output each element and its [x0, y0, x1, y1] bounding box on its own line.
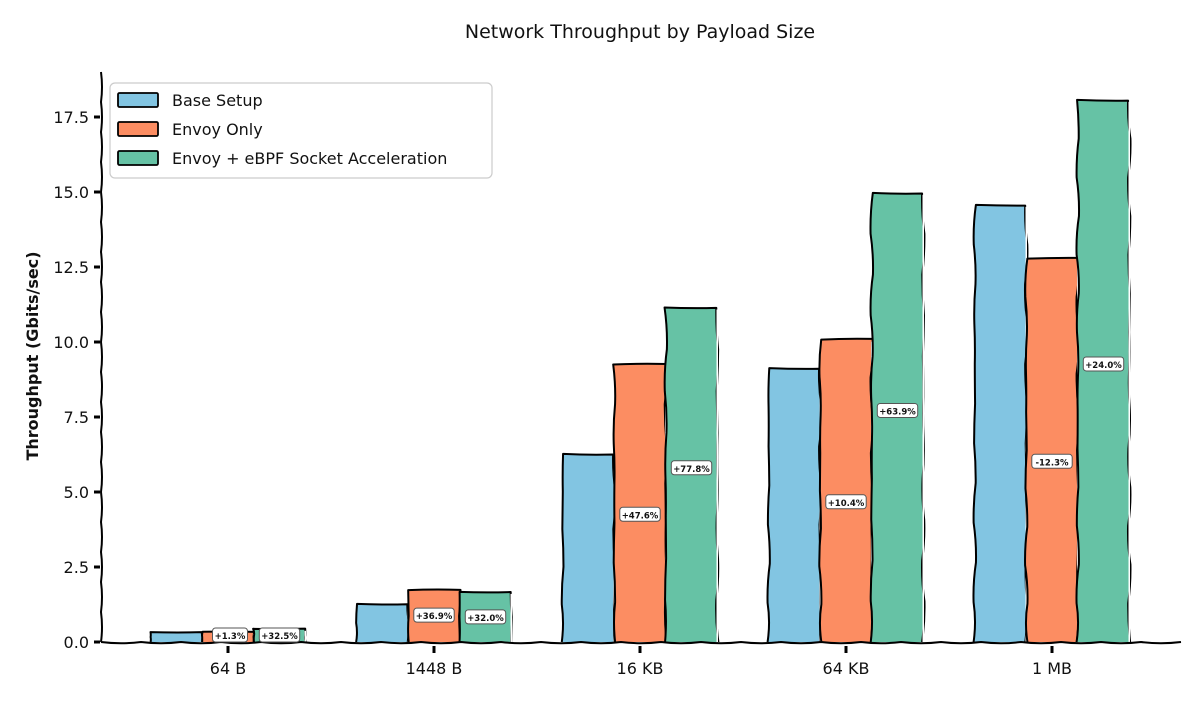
y-tick-label: 12.5: [53, 258, 89, 277]
bar: [972, 203, 1029, 643]
value-label-box: [258, 627, 301, 643]
value-label: +77.8%: [670, 460, 713, 476]
bar-shape: [560, 452, 617, 643]
value-label-text: +10.4%: [828, 499, 865, 509]
x-tick-label: 64 B: [210, 659, 246, 678]
value-label-box: [670, 460, 713, 476]
value-label: +47.6%: [619, 506, 661, 522]
value-label: +1.3%: [212, 627, 248, 643]
value-label: +36.9%: [413, 607, 455, 623]
value-label-text: +32.5%: [261, 632, 298, 642]
y-axis-label: Throughput (Gbits/sec): [23, 251, 42, 460]
bars-layer: [149, 98, 1132, 643]
y-tick-label: 2.5: [64, 558, 89, 577]
y-tick-label: 7.5: [64, 408, 89, 427]
legend: Base Setup Envoy Only Envoy + eBPF Socket …: [109, 82, 493, 179]
value-label-box: [464, 609, 507, 625]
bar: [149, 631, 204, 643]
bar: [766, 367, 823, 643]
value-label-box: [876, 402, 919, 418]
y-tick-label: 15.0: [53, 183, 89, 202]
legend-item: Envoy Only: [117, 120, 263, 139]
value-label: +63.9%: [876, 402, 919, 418]
value-label-box: [413, 607, 455, 623]
x-tick-label: 1 MB: [1032, 659, 1072, 678]
value-label: +32.5%: [258, 627, 301, 643]
x-axis-line: [100, 640, 1182, 645]
value-label-text: +24.0%: [1085, 361, 1122, 371]
y-tick-label: 0.0: [64, 633, 89, 652]
x-tick-label: 64 KB: [823, 659, 870, 678]
value-label: -12.3%: [1031, 453, 1073, 469]
bar: [612, 362, 668, 643]
value-label-text: +1.3%: [215, 632, 246, 642]
value-label-box: [825, 494, 867, 510]
legend-frame: [109, 82, 493, 179]
bar: [355, 602, 411, 643]
bar-shape: [818, 337, 875, 643]
bar-shape: [1024, 256, 1081, 643]
bar-shape: [355, 602, 411, 643]
chart-title: Network Throughput by Payload Size: [465, 21, 815, 43]
value-label: +10.4%: [825, 494, 867, 510]
legend-swatch: [117, 92, 159, 108]
x-tick-label: 16 KB: [617, 659, 664, 678]
value-label: +24.0%: [1082, 356, 1125, 372]
y-axis-line: [99, 71, 103, 643]
bar-shape: [149, 631, 204, 643]
y-tick-label: 5.0: [64, 483, 89, 502]
bar: [818, 337, 875, 643]
legend-label: Base Setup: [172, 91, 263, 110]
legend-item: Base Setup: [117, 91, 263, 110]
value-labels-layer: +1.3% +36.9% +47.6% +10.4% -12.3% +32.5% +32.0…: [212, 356, 1125, 643]
axes-layer: 0.0 2.5 5.0 7.5 10.0 12.5 15.0 17.5 64 B 1448 B 16…: [53, 71, 1182, 678]
bar-shape: [766, 367, 823, 643]
legend-swatch: [117, 121, 159, 137]
value-label-box: [1031, 453, 1073, 469]
value-label-text: -12.3%: [1035, 458, 1068, 468]
value-label-box: [619, 506, 661, 522]
value-label-text: +77.8%: [673, 465, 710, 475]
bar-shape: [972, 203, 1029, 643]
legend-label: Envoy Only: [172, 120, 263, 139]
bar-shape: [612, 362, 668, 643]
x-tick-label: 1448 B: [406, 659, 463, 678]
legend-label: Envoy + eBPF Socket Acceleration: [172, 149, 447, 168]
legend-swatch: [117, 150, 159, 166]
y-tick-label: 17.5: [53, 108, 89, 127]
y-tick-label: 10.0: [53, 333, 89, 352]
value-label-text: +47.6%: [622, 511, 659, 521]
value-label-box: [1082, 356, 1125, 372]
value-label-text: +63.9%: [879, 407, 916, 417]
value-label-text: +36.9%: [416, 612, 453, 622]
bar: [1024, 256, 1081, 643]
value-label-text: +32.0%: [467, 614, 504, 624]
bar: [560, 452, 617, 643]
value-label-box: [212, 627, 248, 643]
legend-item: Envoy + eBPF Socket Acceleration: [117, 149, 447, 168]
value-label: +32.0%: [464, 609, 507, 625]
